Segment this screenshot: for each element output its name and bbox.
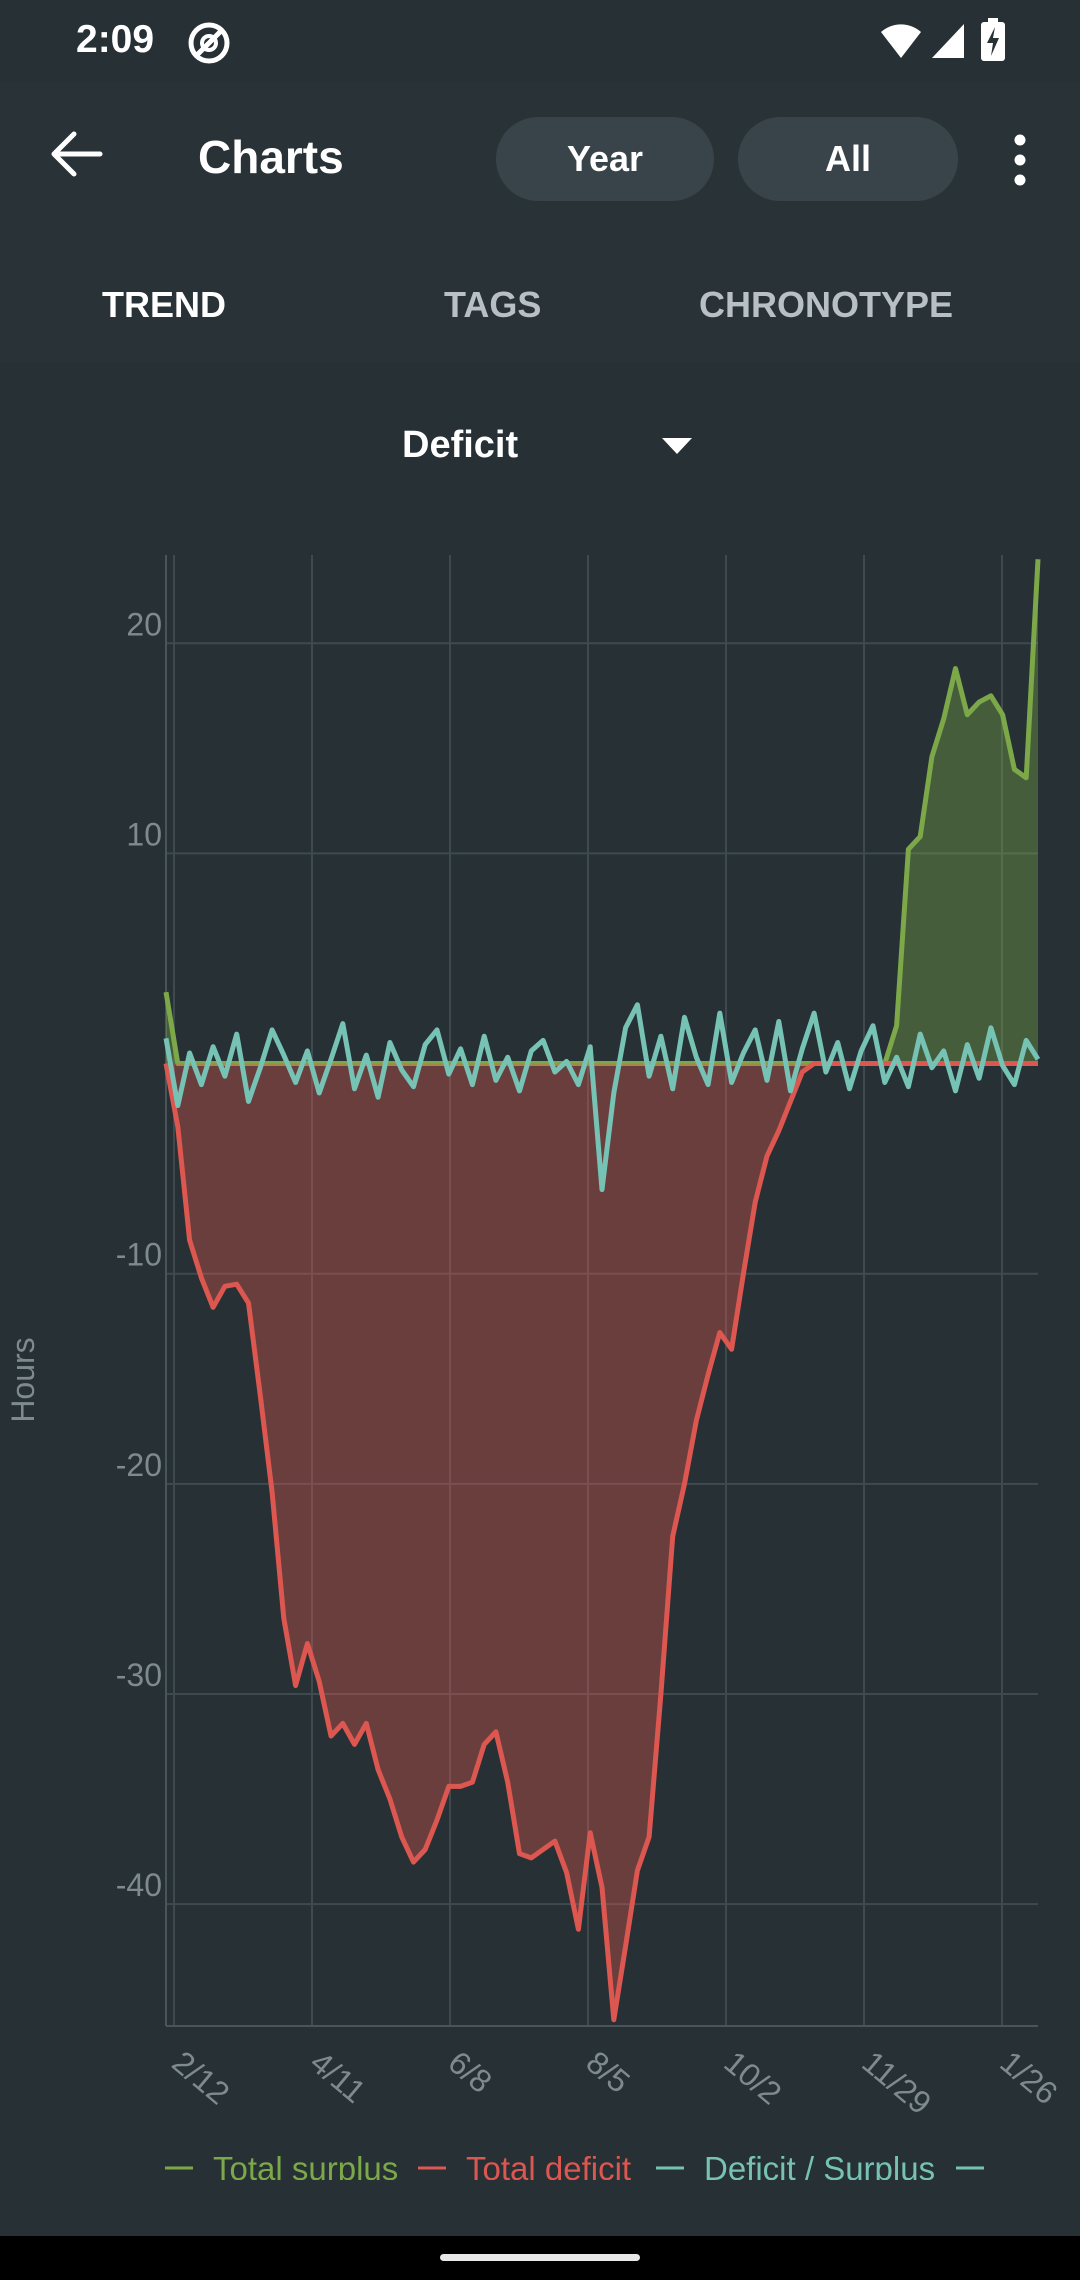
y-tick-label: -30 [116,1657,162,1693]
back-arrow-icon[interactable] [44,122,108,186]
metric-selector[interactable] [0,362,1080,512]
x-tick-label: 11/29 [856,2044,939,2122]
metric-selector-value: Deficit [402,424,519,466]
y-tick-label: -20 [116,1447,162,1483]
legend-total-surplus: Total surplus [213,2150,398,2180]
x-tick-label: 10/2 [718,2044,789,2112]
more-options-icon[interactable] [1000,130,1040,190]
y-tick-label: -40 [116,1867,162,1903]
year-button[interactable]: Year [496,117,714,201]
page-title: Charts [198,131,344,183]
y-tick-label: 10 [126,816,162,852]
x-tick-label: 6/8 [442,2044,499,2100]
x-tick-label: 1/26 [994,2044,1065,2112]
wifi-icon [881,24,921,58]
do-not-disturb-icon [188,22,230,64]
dropdown-arrow-icon[interactable] [660,436,694,456]
x-tick-label: 8/5 [580,2044,637,2100]
y-tick-label: -10 [116,1237,162,1273]
tab-bar [0,242,1080,362]
status-time: 2:09 [76,18,155,61]
legend-total-deficit: Total deficit [466,2150,631,2180]
x-tick-label: 4/11 [304,2044,373,2110]
y-axis-label: Hours [5,1337,41,1422]
legend-deficit-surplus: Deficit / Surplus [704,2150,935,2180]
y-tick-label: 20 [126,606,162,642]
battery-charging-icon [981,18,1005,61]
tab-chronotype[interactable]: CHRONOTYPE [699,284,954,325]
status-bar: 2:09 [0,0,1080,82]
home-indicator[interactable] [440,2254,640,2261]
tab-tags[interactable]: TAGS [444,284,542,325]
tab-trend[interactable]: TREND [102,284,226,325]
deficit-surplus-line [163,1002,1041,1193]
total-surplus-area [166,559,1038,1064]
x-tick-label: 2/12 [166,2044,237,2112]
signal-icon [932,24,964,58]
all-button[interactable]: All [738,117,958,201]
trend-chart: 20 10 -10 -20 -30 -40 2/12 4/11 6/8 8/5 10/2 11/29 1… [5,555,1065,2180]
